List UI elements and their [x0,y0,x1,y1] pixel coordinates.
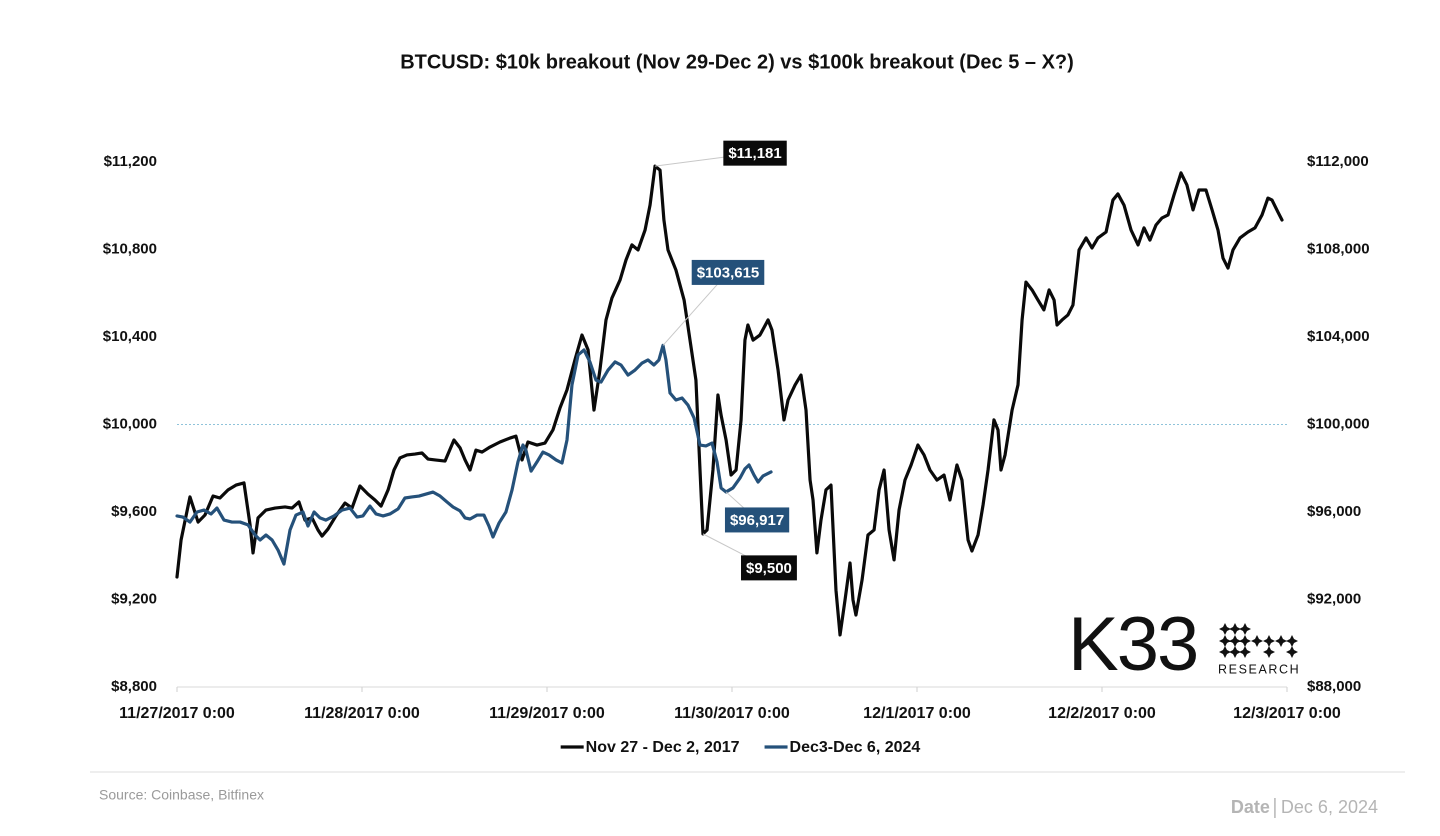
x-tick-label: 12/3/2017 0:00 [1233,705,1341,722]
y2-tick-label: $112,000 [1307,153,1369,170]
value-label-text: $96,917 [730,512,784,529]
value-label: $9,500 [702,533,797,581]
value-label-box [723,140,787,166]
x-tick-label: 11/27/2017 0:00 [119,705,235,722]
x-tick-label: 11/28/2017 0:00 [304,705,420,722]
value-label-text: $103,615 [697,264,760,281]
value-label: $11,181 [654,140,787,167]
y-tick-label: $11,200 [104,153,157,170]
y2-tick-label: $96,000 [1307,503,1361,520]
logo-subtitle: RESEARCH [1218,662,1300,676]
y-tick-label: $8,800 [111,678,157,695]
logo-name: K33 [1068,602,1197,687]
y2-tick-label: $108,000 [1307,240,1370,257]
y2-tick-label: $100,000 [1307,415,1370,432]
y2-tick-label: $104,000 [1307,328,1370,345]
value-label-box [724,507,790,533]
value-label-text: $11,181 [728,145,781,162]
legend-label: Dec3-Dec 6, 2024 [790,739,921,756]
x-tick-label: 12/1/2017 0:00 [863,705,971,722]
series-line [175,343,773,566]
series-line [175,164,1284,637]
value-label-box [741,555,797,581]
footer-date-label: Date [1231,797,1270,817]
footer-date: Dec 6, 2024 [1281,797,1378,817]
logo-stars [1219,623,1298,658]
y-tick-label: $9,600 [111,503,157,520]
y-tick-label: $10,400 [103,328,157,345]
value-label-box [691,259,765,285]
y-tick-label: $10,000 [103,415,157,432]
legend: Nov 27 - Dec 2, 2017 Dec3-Dec 6, 2024 [560,739,921,756]
logo: K33 RESEARCH [1068,602,1300,687]
value-label-text: $9,500 [746,560,792,577]
value-label: $103,615 [662,259,765,346]
x-tick-label: 11/30/2017 0:00 [674,705,790,722]
value-label: $96,917 [724,491,790,533]
x-tick-label: 11/29/2017 0:00 [489,705,605,722]
y2-tick-label: $88,000 [1307,678,1361,695]
source-note: Source: Coinbase, Bitfinex [99,787,264,803]
y-tick-label: $10,800 [103,240,157,257]
x-tick-label: 12/2/2017 0:00 [1048,705,1156,722]
chart-title: BTCUSD: $10k breakout (Nov 29-Dec 2) vs … [400,51,1074,73]
legend-label: Nov 27 - Dec 2, 2017 [586,739,740,756]
y2-tick-label: $92,000 [1307,590,1361,607]
y-tick-label: $9,200 [111,590,157,607]
